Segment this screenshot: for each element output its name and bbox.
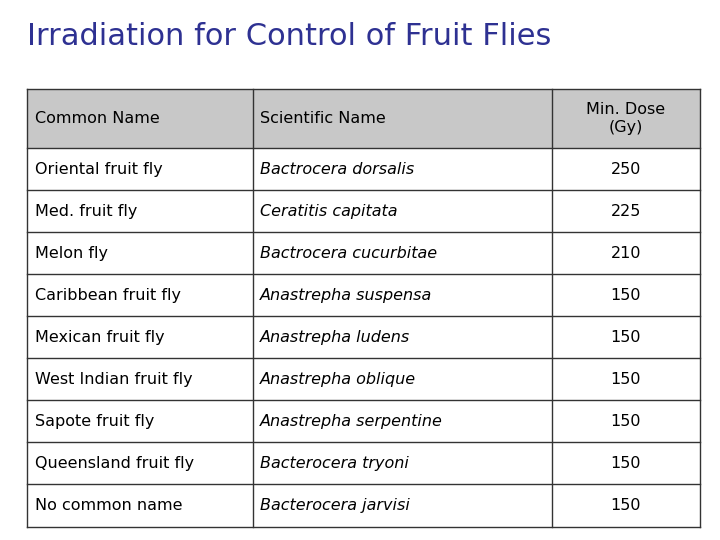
Text: Bacterocera tryoni: Bacterocera tryoni xyxy=(260,456,409,471)
Text: Mexican fruit fly: Mexican fruit fly xyxy=(35,330,164,345)
Text: Bacterocera jarvisi: Bacterocera jarvisi xyxy=(260,498,410,513)
Text: Med. fruit fly: Med. fruit fly xyxy=(35,204,137,219)
Text: Anastrepha oblique: Anastrepha oblique xyxy=(260,372,416,387)
Text: No common name: No common name xyxy=(35,498,182,513)
Text: Anastrepha suspensa: Anastrepha suspensa xyxy=(260,288,432,303)
Text: 150: 150 xyxy=(611,330,641,345)
Text: Oriental fruit fly: Oriental fruit fly xyxy=(35,161,162,177)
Text: Ceratitis capitata: Ceratitis capitata xyxy=(260,204,397,219)
Text: Min. Dose
(Gy): Min. Dose (Gy) xyxy=(586,103,665,135)
Text: 150: 150 xyxy=(611,372,641,387)
Text: 250: 250 xyxy=(611,161,641,177)
Text: 150: 150 xyxy=(611,414,641,429)
Text: Scientific Name: Scientific Name xyxy=(260,111,386,126)
Text: Anastrepha ludens: Anastrepha ludens xyxy=(260,330,410,345)
Text: 150: 150 xyxy=(611,498,641,513)
Text: Irradiation for Control of Fruit Flies: Irradiation for Control of Fruit Flies xyxy=(27,22,552,51)
Text: 225: 225 xyxy=(611,204,641,219)
Text: Common Name: Common Name xyxy=(35,111,159,126)
Text: Queensland fruit fly: Queensland fruit fly xyxy=(35,456,194,471)
Text: 150: 150 xyxy=(611,456,641,471)
Text: Melon fly: Melon fly xyxy=(35,246,107,261)
Text: Caribbean fruit fly: Caribbean fruit fly xyxy=(35,288,181,303)
Text: Bactrocera dorsalis: Bactrocera dorsalis xyxy=(260,161,414,177)
Text: Bactrocera cucurbitae: Bactrocera cucurbitae xyxy=(260,246,437,261)
Text: 210: 210 xyxy=(611,246,641,261)
Text: Anastrepha serpentine: Anastrepha serpentine xyxy=(260,414,443,429)
Text: 150: 150 xyxy=(611,288,641,303)
Text: Sapote fruit fly: Sapote fruit fly xyxy=(35,414,154,429)
Text: West Indian fruit fly: West Indian fruit fly xyxy=(35,372,192,387)
